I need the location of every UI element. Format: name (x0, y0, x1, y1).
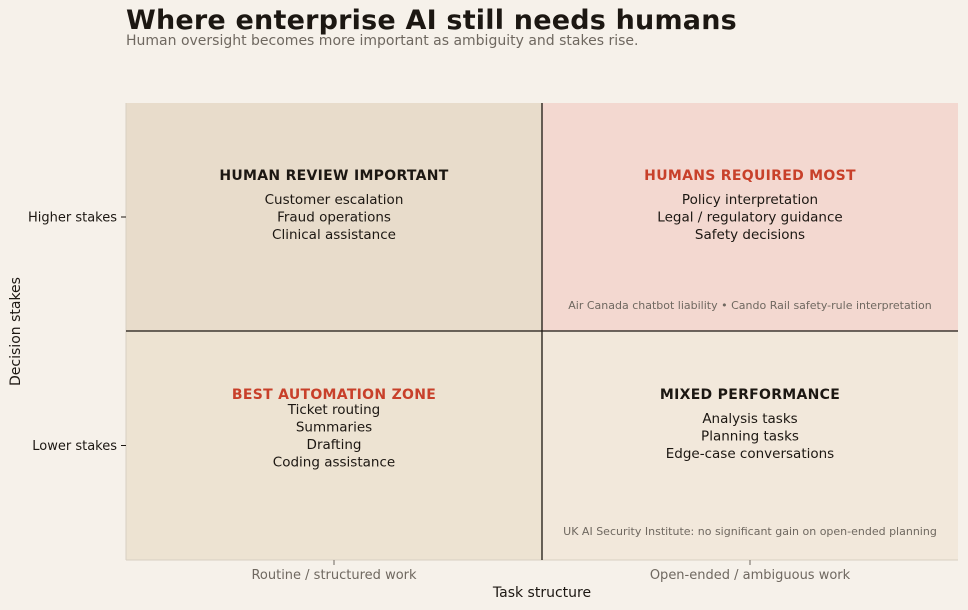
quadrant-note: UK AI Security Institute: no significant… (563, 525, 937, 538)
quadrant-heading: HUMANS REQUIRED MOST (644, 168, 856, 184)
x-tick-label: Routine / structured work (251, 568, 417, 583)
quadrant-item: Policy interpretation (682, 192, 818, 208)
quadrant-item: Analysis tasks (702, 411, 797, 427)
quadrant-item: Safety decisions (695, 227, 805, 243)
y-tick-label: Higher stakes (28, 211, 117, 226)
quadrant-item: Summaries (296, 420, 372, 436)
y-tick-label: Lower stakes (32, 439, 117, 454)
quadrant-top-left-background (126, 103, 542, 331)
y-axis-label: Decision stakes (8, 277, 24, 386)
quadrant-heading: MIXED PERFORMANCE (660, 387, 840, 403)
quadrant-note: Air Canada chatbot liability • Cando Rai… (568, 299, 932, 312)
quadrant-item: Ticket routing (287, 402, 380, 418)
quadrant-item: Edge-case conversations (666, 446, 834, 462)
quadrant-item: Clinical assistance (272, 227, 396, 243)
quadrant-top-right-background (542, 103, 958, 331)
x-tick-label: Open-ended / ambiguous work (650, 568, 851, 583)
quadrant-heading: BEST AUTOMATION ZONE (232, 387, 436, 403)
quadrant-item: Drafting (307, 437, 362, 453)
quadrant-item: Customer escalation (265, 192, 404, 208)
chart-title: Where enterprise AI still needs humans (126, 5, 737, 36)
quadrant-item: Legal / regulatory guidance (657, 210, 842, 226)
quadrant-bottom-left-background (126, 331, 542, 560)
x-axis-label: Task structure (492, 585, 591, 601)
quadrant-bottom-right-background (542, 331, 958, 560)
chart-subtitle: Human oversight becomes more important a… (126, 33, 639, 49)
quadrant-item: Coding assistance (273, 455, 395, 471)
quadrant-item: Planning tasks (701, 429, 799, 445)
quadrant-heading: HUMAN REVIEW IMPORTANT (219, 168, 448, 184)
quadrant-item: Fraud operations (277, 210, 391, 226)
